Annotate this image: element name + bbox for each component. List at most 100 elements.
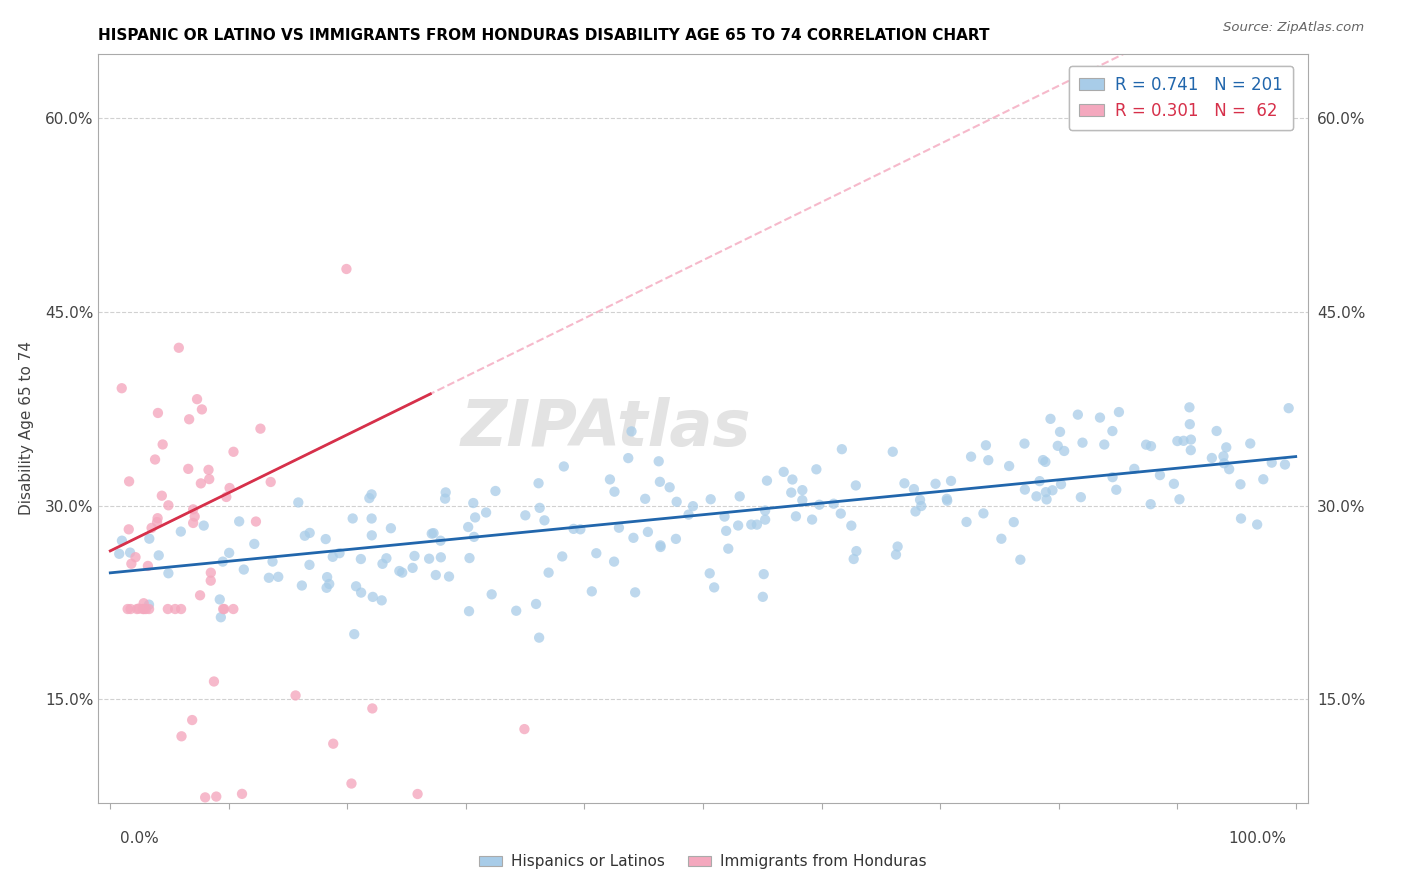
- Point: [152, 437, 174, 451]
- Point: [181, 516, 204, 530]
- Point: [118, 475, 141, 489]
- Point: [198, 472, 221, 486]
- Point: [1139, 497, 1161, 511]
- Point: [328, 546, 350, 560]
- Legend: R = 0.741   N = 201, R = 0.301   N =  62: R = 0.741 N = 201, R = 0.301 N = 62: [1069, 66, 1294, 130]
- Point: [359, 491, 381, 505]
- Point: [380, 521, 402, 535]
- Legend: Hispanics or Latinos, Immigrants from Honduras: Hispanics or Latinos, Immigrants from Ho…: [472, 848, 934, 875]
- Point: [222, 444, 245, 458]
- Point: [391, 566, 413, 580]
- Point: [972, 507, 994, 521]
- Point: [141, 521, 163, 535]
- Point: [650, 540, 672, 554]
- Point: [464, 510, 486, 524]
- Point: [315, 581, 337, 595]
- Point: [315, 532, 337, 546]
- Point: [1071, 435, 1094, 450]
- Point: [167, 341, 190, 355]
- Point: [165, 602, 187, 616]
- Point: [484, 483, 506, 498]
- Point: [138, 602, 160, 616]
- Point: [1253, 472, 1275, 486]
- Point: [1101, 470, 1123, 484]
- Point: [960, 450, 983, 464]
- Point: [1010, 552, 1032, 566]
- Point: [118, 522, 141, 536]
- Point: [665, 532, 688, 546]
- Point: [360, 487, 382, 501]
- Point: [120, 557, 142, 571]
- Point: [845, 478, 868, 492]
- Point: [1067, 408, 1090, 422]
- Point: [183, 509, 205, 524]
- Point: [553, 459, 575, 474]
- Text: Source: ZipAtlas.com: Source: ZipAtlas.com: [1223, 21, 1364, 34]
- Point: [458, 604, 481, 618]
- Point: [1168, 492, 1191, 507]
- Point: [360, 528, 382, 542]
- Point: [740, 517, 762, 532]
- Point: [603, 484, 626, 499]
- Point: [343, 627, 366, 641]
- Point: [603, 555, 626, 569]
- Point: [463, 496, 485, 510]
- Point: [1039, 412, 1062, 426]
- Text: ZIPAtlas: ZIPAtlas: [461, 397, 752, 459]
- Point: [623, 531, 645, 545]
- Point: [620, 425, 643, 439]
- Point: [135, 602, 157, 616]
- Point: [792, 493, 814, 508]
- Point: [148, 549, 170, 563]
- Point: [157, 498, 180, 512]
- Point: [658, 480, 681, 494]
- Point: [839, 518, 862, 533]
- Point: [513, 722, 536, 736]
- Point: [218, 481, 240, 495]
- Point: [562, 522, 585, 536]
- Point: [1180, 433, 1202, 447]
- Point: [1042, 483, 1064, 498]
- Point: [475, 506, 498, 520]
- Point: [128, 601, 150, 615]
- Point: [291, 578, 314, 592]
- Point: [434, 485, 457, 500]
- Point: [1053, 444, 1076, 458]
- Point: [1105, 483, 1128, 497]
- Point: [294, 529, 316, 543]
- Point: [1239, 436, 1261, 450]
- Point: [515, 508, 537, 523]
- Point: [1002, 515, 1025, 529]
- Point: [1173, 434, 1195, 448]
- Point: [974, 438, 997, 452]
- Point: [650, 538, 672, 552]
- Point: [361, 701, 384, 715]
- Point: [1274, 458, 1296, 472]
- Point: [120, 545, 142, 559]
- Point: [1180, 443, 1202, 458]
- Point: [908, 492, 931, 507]
- Point: [728, 489, 751, 503]
- Point: [717, 541, 740, 556]
- Point: [527, 631, 550, 645]
- Point: [177, 462, 200, 476]
- Point: [422, 526, 444, 541]
- Point: [607, 521, 630, 535]
- Point: [481, 587, 503, 601]
- Point: [170, 729, 193, 743]
- Point: [316, 570, 339, 584]
- Point: [1229, 477, 1251, 491]
- Point: [1261, 456, 1284, 470]
- Point: [335, 262, 357, 277]
- Point: [437, 569, 460, 583]
- Point: [1246, 517, 1268, 532]
- Point: [772, 465, 794, 479]
- Point: [108, 547, 131, 561]
- Point: [1014, 483, 1036, 497]
- Point: [388, 564, 411, 578]
- Point: [599, 472, 621, 486]
- Point: [1149, 468, 1171, 483]
- Point: [404, 549, 426, 563]
- Point: [188, 588, 211, 602]
- Point: [699, 566, 721, 581]
